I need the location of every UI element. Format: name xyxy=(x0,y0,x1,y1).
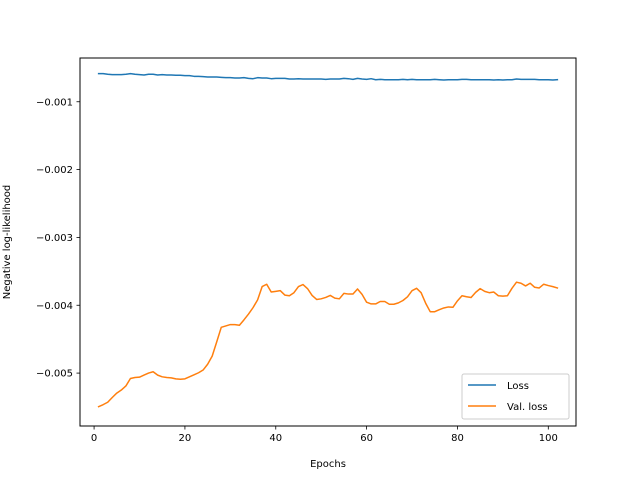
legend-label-val-loss: Val. loss xyxy=(507,402,548,413)
y-axis-label: Negative log-likelihood xyxy=(2,185,13,300)
series-line-0 xyxy=(97,72,559,81)
legend-label-loss: Loss xyxy=(507,381,529,392)
x-axis-label: Epochs xyxy=(310,459,346,470)
y-tick-label: −0.001 xyxy=(36,97,73,108)
y-tick-label: −0.004 xyxy=(36,301,73,312)
y-tick-label: −0.002 xyxy=(36,165,73,176)
axes-frame xyxy=(79,57,577,427)
legend: Loss Val. loss xyxy=(461,373,570,420)
y-tick-label: −0.003 xyxy=(36,233,73,244)
x-tick-label: 20 xyxy=(179,433,192,444)
series-line-1 xyxy=(97,281,559,408)
x-axis: 0 20 40 60 80 100 xyxy=(91,426,558,444)
y-axis: −0.005 −0.004 −0.003 −0.002 −0.001 xyxy=(36,97,80,380)
x-tick-label: 80 xyxy=(451,433,464,444)
x-tick-label: 40 xyxy=(269,433,282,444)
x-tick-label: 60 xyxy=(360,433,373,444)
y-tick-label: −0.005 xyxy=(36,369,73,380)
x-tick-label: 100 xyxy=(539,433,558,444)
plot-area xyxy=(97,72,559,408)
x-tick-label: 0 xyxy=(91,433,97,444)
